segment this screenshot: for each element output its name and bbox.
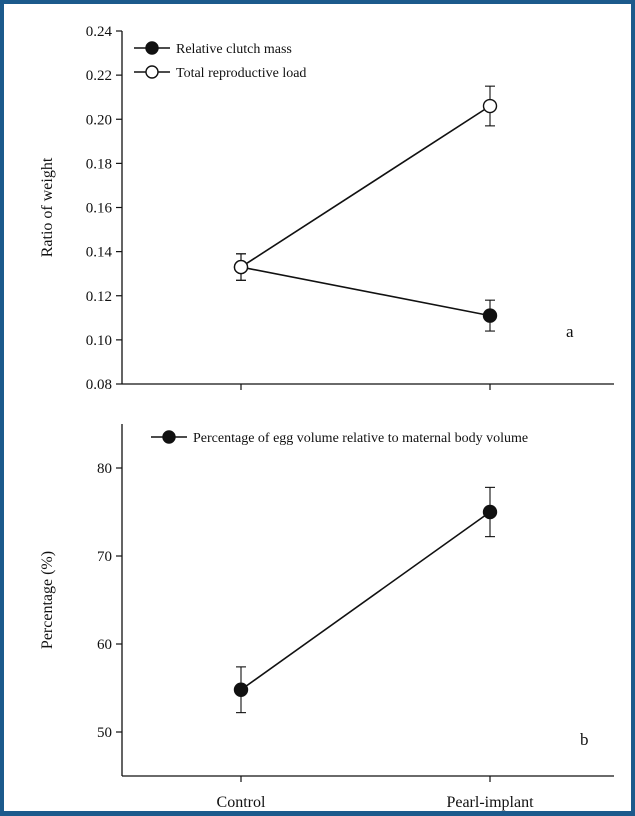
series-line-total-reproductive-load [240,105,491,268]
y-tick-label: 0.10 [86,333,112,349]
panel-label: a [566,322,574,341]
legend-marker [145,41,159,55]
y-tick-label: 60 [97,637,112,653]
series-line-series-0 [240,266,491,317]
legend-label: Relative clutch mass [176,42,292,57]
data-point-filled [233,682,249,697]
figure-svg: 0.08 0.10 0.12 0.14 0.16 0.18 0.20 0.22 0.24 Rati… [39,24,614,811]
legend-label: Percentage of egg volume relative to mat… [193,431,528,446]
data-point-open [482,98,498,114]
legend-marker [162,430,176,444]
legend-marker [145,65,159,79]
panel-label: b [580,730,589,749]
y-tick-label: 70 [97,549,112,565]
y-tick-label: 0.20 [86,112,112,128]
figure-frame: 0.08 0.10 0.12 0.14 0.16 0.18 0.20 0.22 0.24 Rati… [4,4,631,811]
y-tick-label: 80 [97,461,112,477]
x-tick-label: Pearl-implant [446,794,534,811]
chart-panel-a: 0.08 0.10 0.12 0.14 0.16 0.18 0.20 0.22 0.24 Rati… [39,24,614,393]
x-tick-label: Control [217,794,266,811]
data-point-open [233,259,249,275]
series-line-series-0 [240,511,491,691]
y-tick-label: 0.22 [86,68,112,84]
y-tick-label: 50 [97,725,112,741]
legend-label: Total reproductive load [176,66,306,81]
y-tick-label: 0.14 [86,245,113,261]
y-axis-label: Ratio of weight [39,157,56,257]
y-tick-label: 0.24 [86,24,113,40]
data-point-filled [482,504,498,520]
chart-panel-b: 50 60 70 80 Percentage (%) Percentage of egg … [39,424,614,811]
y-tick-label: 0.12 [86,289,112,305]
y-axis-label: Percentage (%) [39,551,56,649]
y-tick-label: 0.08 [86,377,112,393]
y-tick-label: 0.18 [86,156,112,172]
y-tick-label: 0.16 [86,201,113,217]
data-point-filled [482,308,498,323]
